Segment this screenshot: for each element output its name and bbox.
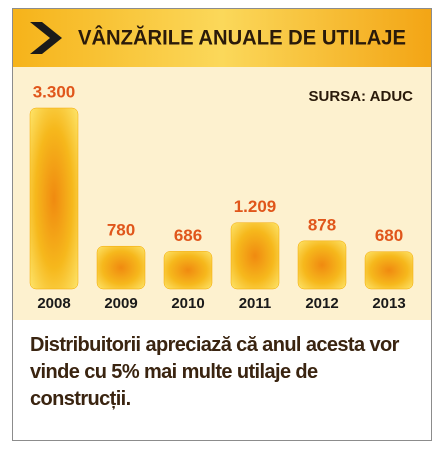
bar	[96, 245, 146, 290]
x-tick-label: 2013	[372, 295, 405, 312]
plot-area	[13, 67, 431, 320]
chart-title: VÂNZĂRILE ANUALE DE UTILAJE	[78, 26, 406, 50]
value-label: 878	[308, 215, 336, 234]
value-label: 686	[174, 226, 202, 245]
x-tick-label: 2008	[37, 295, 70, 312]
note: Distribuitorii apreciază că anul acesta …	[30, 334, 399, 410]
header-band	[13, 9, 431, 67]
bar	[230, 222, 280, 290]
x-tick-label: 2012	[305, 295, 338, 312]
x-tick-label: 2011	[239, 295, 272, 312]
chevron	[30, 22, 62, 54]
value-label: 1.209	[234, 197, 277, 216]
x-tick-label: 2010	[171, 295, 204, 312]
value-label: 780	[107, 221, 135, 240]
x-tick-label: 2009	[104, 295, 137, 312]
value-label: 680	[375, 226, 403, 245]
bar	[163, 251, 213, 290]
bar	[297, 240, 347, 290]
bar	[29, 107, 79, 290]
source: SURSA: ADUC	[309, 88, 414, 105]
bar	[364, 251, 414, 290]
value-label: 3.300	[33, 82, 76, 101]
